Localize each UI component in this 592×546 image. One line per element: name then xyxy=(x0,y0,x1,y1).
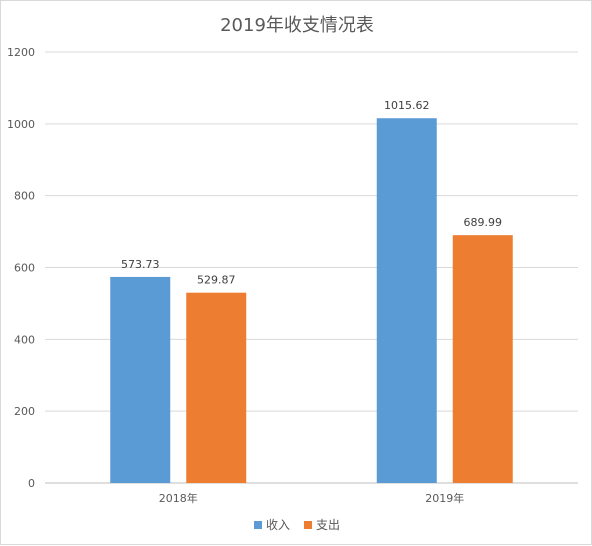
legend-item: 收入 xyxy=(253,516,290,533)
y-tick-label: 800 xyxy=(14,190,35,203)
legend-swatch xyxy=(253,520,262,529)
legend-label: 支出 xyxy=(316,518,341,532)
legend-label: 收入 xyxy=(265,518,290,532)
bar xyxy=(376,118,437,484)
chart-legend: 收入 支出 xyxy=(1,516,592,533)
y-tick-label: 1200 xyxy=(7,46,35,59)
bar xyxy=(186,292,247,483)
data-label: 573.73 xyxy=(121,258,160,271)
y-tick-label: 600 xyxy=(14,262,35,275)
chart-title: 2019年收支情况表 xyxy=(220,15,374,36)
x-tick-label: 2019年 xyxy=(425,491,464,505)
data-label: 1015.62 xyxy=(384,99,430,112)
legend-swatch xyxy=(304,520,312,529)
legend-item: 支出 xyxy=(304,516,340,533)
data-label: 529.87 xyxy=(197,274,236,287)
bar xyxy=(452,235,513,483)
y-tick-label: 400 xyxy=(14,333,35,346)
y-tick-label: 1000 xyxy=(7,118,35,131)
bar xyxy=(110,276,171,483)
data-label: 689.99 xyxy=(464,216,503,229)
x-tick-label: 2018年 xyxy=(159,491,198,505)
y-tick-label: 200 xyxy=(14,405,35,418)
y-tick-label: 0 xyxy=(28,477,35,490)
